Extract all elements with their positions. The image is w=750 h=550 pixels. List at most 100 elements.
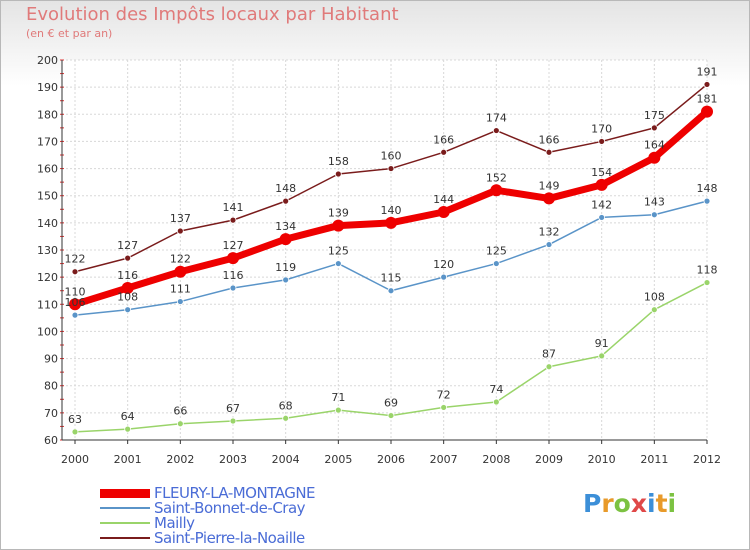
series-point [492,398,500,406]
series-point [650,211,658,219]
y-tick-label: 90 [44,353,58,366]
y-tick-label: 120 [37,271,58,284]
y-tick-label: 110 [37,298,58,311]
series-point [387,287,395,295]
data-label: 64 [121,410,135,423]
legend-swatch [100,507,150,509]
y-tick-label: 160 [37,163,58,176]
series-point [279,233,292,246]
series-point [648,151,661,164]
data-label: 125 [486,245,507,258]
series-point [650,306,658,314]
data-label: 174 [486,112,507,125]
series-point [492,127,500,134]
data-label: 175 [644,109,665,122]
data-label: 139 [328,207,349,220]
series-point [227,252,239,265]
data-label: 68 [279,399,293,412]
series-point [703,81,711,88]
legend-swatch [100,537,150,539]
y-tick-label: 150 [37,190,58,203]
data-label: 134 [275,220,296,233]
y-tick-label: 180 [37,108,58,121]
x-tick-label: 2012 [693,453,721,466]
y-tick-label: 170 [37,135,58,148]
logo-letter: x [630,489,647,518]
data-label: 108 [117,291,138,304]
series-point [229,216,237,224]
legend-item: FLEURY-LA-MONTAGNE [100,484,360,502]
legend-item: Saint-Pierre-la-Noaille [100,529,360,547]
data-label: 164 [644,139,665,152]
data-label: 143 [644,196,665,209]
data-label: 166 [433,133,454,146]
x-tick-label: 2010 [588,453,616,466]
x-tick-label: 2000 [61,453,89,466]
series-point [437,206,450,218]
proxiti-logo: Proxiti [583,489,676,518]
series-point [229,417,237,425]
series-point [703,279,711,286]
y-tick-label: 200 [37,54,58,67]
series-point [703,197,711,205]
series-point [490,184,503,197]
data-label: 142 [591,198,612,211]
data-label: 125 [328,245,349,258]
x-tick-label: 2003 [219,453,247,466]
series-point [595,178,608,191]
series-point [440,273,448,281]
series-point [598,138,606,145]
data-label: 74 [489,383,503,396]
x-tick-label: 2001 [114,453,142,466]
data-label: 158 [328,155,349,168]
y-tick-label: 140 [37,217,58,230]
series-point [492,260,500,267]
series-point [282,197,290,205]
data-label: 116 [117,269,138,282]
series-point [385,216,397,229]
series-point [69,298,81,311]
x-tick-label: 2002 [166,453,194,466]
x-tick-label: 2005 [324,453,352,466]
data-label: 122 [170,253,191,266]
data-label: 66 [173,405,187,418]
y-tick-label: 80 [44,380,58,393]
data-label: 108 [644,291,665,304]
data-label: 122 [65,253,86,266]
chart-title: Evolution des Impôts locaux par Habitant [26,4,399,25]
series-point [332,219,345,232]
series-point [71,268,79,276]
series-point [598,352,606,360]
data-label: 67 [226,402,240,415]
series-point [124,425,132,433]
chart-subtitle: (en € et par an) [26,27,113,40]
data-label: 118 [697,264,718,277]
data-label: 191 [697,65,718,78]
series-point [440,404,448,411]
series-point [387,165,395,172]
data-label: 181 [697,93,718,106]
data-label: 72 [437,388,451,401]
series-point [176,420,184,428]
data-label: 170 [591,122,612,135]
y-tick-label: 70 [44,407,58,420]
data-label: 148 [697,182,718,195]
series-point [124,306,132,314]
series-point [124,254,132,262]
data-label: 127 [223,239,244,252]
data-label: 166 [539,133,560,146]
series-point [650,124,658,132]
data-label: 69 [384,397,398,410]
legend-swatch [100,488,150,498]
series-point [334,170,342,178]
data-label: 91 [595,337,609,350]
data-label: 63 [68,413,82,426]
data-label: 116 [223,269,244,282]
x-tick-label: 2004 [272,453,300,466]
series-point [440,148,448,156]
series-point [229,284,237,292]
y-tick-label: 130 [37,244,58,257]
y-tick-label: 60 [44,434,58,447]
x-tick-label: 2008 [482,453,510,466]
